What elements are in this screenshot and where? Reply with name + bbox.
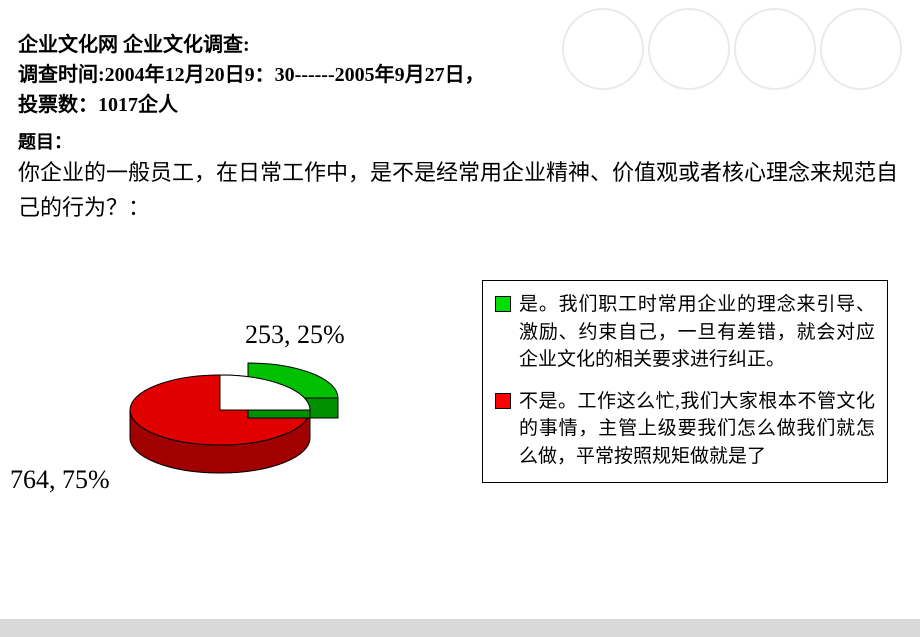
legend-text-no: 不是。工作这么忙,我们大家根本不管文化的事情，主管上级要我们怎么做我们就怎么做，… bbox=[519, 388, 875, 471]
footer-bar bbox=[0, 619, 920, 637]
pie-label-yes: 253, 25% bbox=[245, 320, 345, 350]
legend-swatch-yes bbox=[495, 296, 511, 312]
question-text: 你企业的一般员工，在日常工作中，是不是经常用企业精神、价值观或者核心理念来规范自… bbox=[18, 155, 902, 225]
legend-item-no: 不是。工作这么忙,我们大家根本不管文化的事情，主管上级要我们怎么做我们就怎么做，… bbox=[495, 388, 875, 471]
header-line3: 投票数：1017企人 bbox=[18, 90, 902, 120]
header-line1: 企业文化网 企业文化调查: bbox=[18, 30, 902, 60]
pie-chart bbox=[120, 360, 350, 480]
header-line2: 调查时间:2004年12月20日9：30------2005年9月27日， bbox=[18, 60, 902, 90]
pie-label-no: 764, 75% bbox=[10, 465, 110, 495]
legend-box: 是。我们职工时常用企业的理念来引导、激励、约束自己，一旦有差错，就会对应企业文化… bbox=[482, 280, 888, 483]
legend-swatch-no bbox=[495, 393, 511, 409]
topic-label: 题目： bbox=[18, 128, 72, 154]
legend-item-yes: 是。我们职工时常用企业的理念来引导、激励、约束自己，一旦有差错，就会对应企业文化… bbox=[495, 291, 875, 374]
header-block: 企业文化网 企业文化调查: 调查时间:2004年12月20日9：30------… bbox=[18, 30, 902, 120]
legend-text-yes: 是。我们职工时常用企业的理念来引导、激励、约束自己，一旦有差错，就会对应企业文化… bbox=[519, 291, 875, 374]
